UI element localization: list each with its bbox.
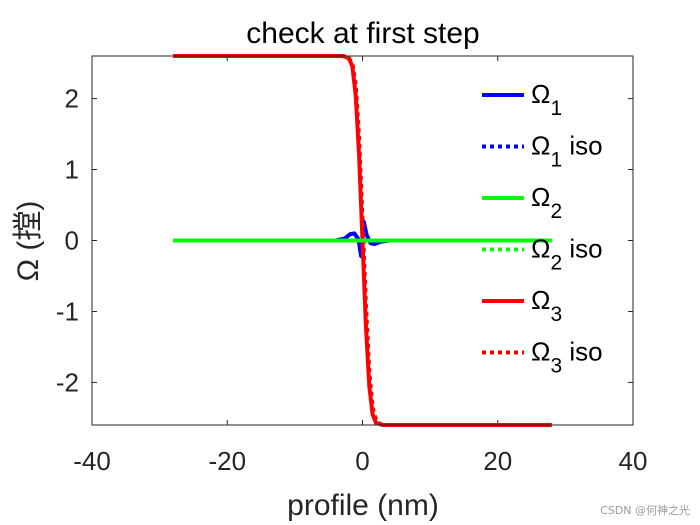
legend-label-subscript: 3 [550,303,562,326]
x-axis-label: profile (nm) [287,489,439,522]
legend-label-base: Ω [531,285,550,315]
legend-label-base: Ω [531,182,550,212]
legend-label-base: Ω [531,131,550,161]
legend-label-suffix: iso [562,131,602,161]
x-tick-label: 0 [355,446,369,476]
legend-label-base: Ω [531,79,550,109]
legend-label: Ω2 [531,182,562,223]
legend-item: Ω1 [482,79,562,120]
legend-label: Ω1 [531,79,562,120]
legend-item: Ω3 [482,285,562,326]
legend-label-base: Ω [531,337,550,367]
y-axis-label: Ω (摚) [12,201,45,282]
x-tick-label: -40 [73,446,111,476]
y-tick-label: 0 [65,226,79,256]
watermark-text: CSDN @何神之光 [600,503,690,517]
legend-label: Ω3 [531,285,562,326]
legend-label: Ω1 iso [531,131,603,172]
series-layer [173,54,552,427]
legend-label-base: Ω [531,234,550,264]
y-tick-label: -2 [56,367,79,397]
legend-label-suffix: iso [562,234,602,264]
legend-label: Ω2 iso [531,234,603,275]
legend-label-subscript: 3 [550,355,562,378]
legend-item: Ω2 iso [482,234,603,275]
x-tick-label: 20 [483,446,512,476]
x-tick-label: 40 [619,446,648,476]
y-tick-label: 2 [65,84,79,114]
legend-label-subscript: 1 [550,97,562,120]
legend-item: Ω3 iso [482,337,603,378]
y-tick-label: 1 [65,155,79,185]
y-tick-label: -1 [56,296,79,326]
x-tick-label: -20 [208,446,246,476]
legend-label-subscript: 1 [550,149,562,172]
legend-label-suffix: iso [562,337,602,367]
legend-item: Ω1 iso [482,131,603,172]
legend-label: Ω3 iso [531,337,603,378]
legend-label-subscript: 2 [550,252,562,275]
ticks-layer: -40 -20 0 20 40 -2 -1 0 1 2 [56,56,648,476]
legend-item: Ω2 [482,182,562,223]
chart-title: check at first step [246,17,479,50]
legend-label-subscript: 2 [550,200,562,223]
